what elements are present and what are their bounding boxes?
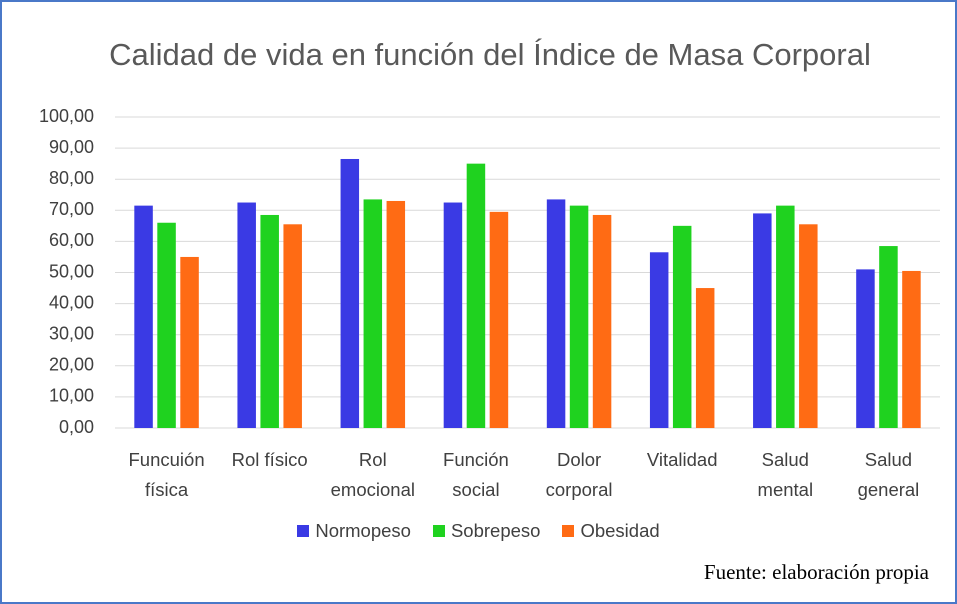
legend-item: Obesidad xyxy=(562,520,660,542)
bar xyxy=(592,214,612,428)
y-tick-label: 100,00 xyxy=(39,106,94,126)
legend-label: Normopeso xyxy=(315,520,411,541)
y-tick-label: 30,00 xyxy=(49,323,94,343)
bar xyxy=(902,270,921,428)
x-tick-label: Rol emocional xyxy=(330,449,415,500)
bar xyxy=(466,163,486,428)
legend-item: Sobrepeso xyxy=(432,520,541,542)
legend-swatch xyxy=(432,525,445,537)
x-tick-label: Dolor corporal xyxy=(545,449,613,500)
legend: Normopeso Sobrepeso Obesidad xyxy=(0,520,957,542)
legend-label: Sobrepeso xyxy=(450,520,541,541)
bar xyxy=(776,205,795,428)
bar xyxy=(180,256,199,428)
bar xyxy=(386,200,406,428)
y-tick-label: 40,00 xyxy=(49,292,94,312)
y-tick-label: 90,00 xyxy=(49,137,94,157)
bar xyxy=(237,202,256,428)
y-tick-label: 0,00 xyxy=(59,417,94,437)
y-tick-label: 20,00 xyxy=(49,355,94,375)
legend-label: Obesidad xyxy=(580,520,660,541)
x-tick-label: Funcuión física xyxy=(128,449,205,500)
bar xyxy=(569,205,589,428)
bar xyxy=(283,224,302,428)
bar xyxy=(260,214,279,428)
bar xyxy=(879,246,898,428)
bar xyxy=(753,213,772,428)
source-note: Fuente: elaboración propia xyxy=(703,560,929,584)
y-tick-label: 60,00 xyxy=(49,230,94,250)
bar xyxy=(363,199,383,428)
bar xyxy=(489,211,509,428)
x-tick-label: Vitalidad xyxy=(646,449,718,470)
bar xyxy=(799,224,818,428)
y-tick-label: 80,00 xyxy=(49,168,94,188)
legend-swatch xyxy=(562,525,575,537)
bar xyxy=(443,202,463,428)
x-tick-label: Salud mental xyxy=(757,449,814,500)
y-tick-label: 70,00 xyxy=(49,199,94,219)
x-tick-label: Rol físico xyxy=(231,449,308,470)
bar xyxy=(157,222,176,428)
legend-item: Normopeso xyxy=(297,520,411,542)
legend-swatch xyxy=(297,525,310,537)
bar xyxy=(695,288,715,428)
y-tick-label: 10,00 xyxy=(49,386,94,406)
y-tick-label: 50,00 xyxy=(49,261,94,281)
x-tick-label: Salud general xyxy=(857,449,920,500)
bar xyxy=(672,225,692,428)
bar xyxy=(340,158,360,429)
chart-title: Calidad de vida en función del Índice de… xyxy=(109,37,871,72)
bar xyxy=(649,252,669,428)
bar xyxy=(134,205,153,428)
x-tick-label: Función social xyxy=(443,449,509,500)
bar xyxy=(856,269,875,428)
bar xyxy=(546,199,566,428)
